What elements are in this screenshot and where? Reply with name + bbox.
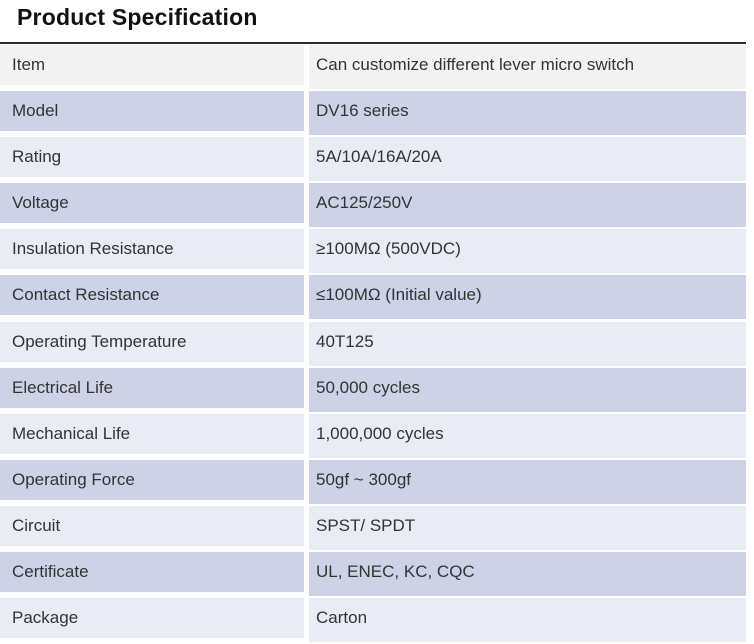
table-row: Model DV16 series (0, 91, 746, 137)
row-value: UL, ENEC, KC, CQC (309, 552, 746, 597)
row-label: Insulation Resistance (0, 229, 304, 270)
row-value: AC125/250V (309, 183, 746, 228)
table-row: Insulation Resistance ≥100MΩ (500VDC) (0, 229, 746, 275)
row-value: DV16 series (309, 91, 746, 136)
page-title: Product Specification (17, 4, 258, 30)
table-row: Operating Temperature 40T125 (0, 321, 746, 368)
row-label: Circuit (0, 505, 304, 546)
row-label: Item (0, 45, 304, 85)
table-row: Package Carton (0, 598, 746, 644)
table-row: Contact Resistance ≤100MΩ (Initial value… (0, 275, 746, 321)
table-row: Electrical Life 50,000 cycles (0, 367, 746, 414)
row-value: 50gf ~ 300gf (309, 459, 746, 504)
row-value: Carton (309, 598, 746, 643)
row-label: Model (0, 91, 304, 132)
row-value: Can customize different lever micro swit… (309, 45, 746, 89)
table-row: Voltage AC125/250V (0, 183, 746, 229)
row-value: 5A/10A/16A/20A (309, 137, 746, 182)
table-row: Circuit SPST/ SPDT (0, 505, 746, 552)
row-label: Rating (0, 137, 304, 178)
row-value: 50,000 cycles (309, 367, 746, 412)
table-row: Rating 5A/10A/16A/20A (0, 137, 746, 183)
row-label: Mechanical Life (0, 413, 304, 454)
row-value: ≥100MΩ (500VDC) (309, 229, 746, 274)
row-value: 40T125 (309, 321, 746, 366)
table-row: Operating Force 50gf ~ 300gf (0, 459, 746, 506)
row-label: Electrical Life (0, 367, 304, 408)
table-row: Mechanical Life 1,000,000 cycles (0, 413, 746, 460)
row-label: Certificate (0, 552, 304, 593)
spec-table: Item Can customize different lever micro… (0, 45, 746, 644)
table-row: Item Can customize different lever micro… (0, 45, 746, 91)
row-label: Operating Temperature (0, 321, 304, 362)
row-label: Voltage (0, 183, 304, 224)
row-label: Package (0, 598, 304, 639)
row-label: Operating Force (0, 459, 304, 500)
row-value: SPST/ SPDT (309, 505, 746, 550)
row-value: 1,000,000 cycles (309, 413, 746, 458)
table-top-border (0, 42, 746, 44)
row-value: ≤100MΩ (Initial value) (309, 275, 746, 320)
row-label: Contact Resistance (0, 275, 304, 316)
table-row: Certificate UL, ENEC, KC, CQC (0, 552, 746, 598)
